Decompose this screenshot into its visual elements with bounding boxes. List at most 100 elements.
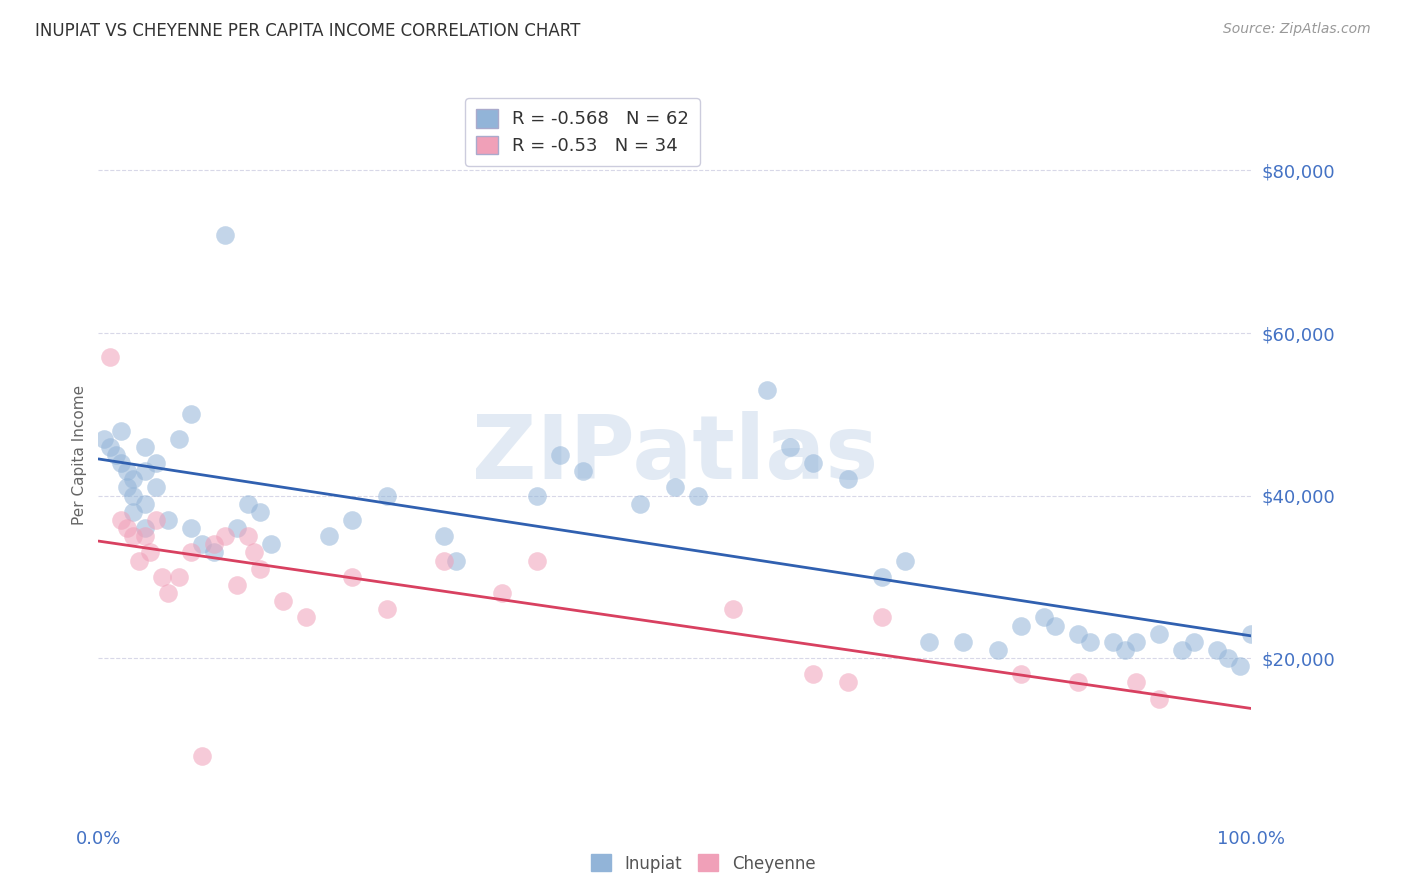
Point [134,464,156,478]
Point [214,529,236,543]
Point [526,489,548,503]
Point [1147,626,1170,640]
Text: Source: ZipAtlas.com: Source: ZipAtlas.com [1223,22,1371,37]
Point [191,537,214,551]
Point [180,407,202,421]
Point [952,635,974,649]
Point [117,521,139,535]
Point [167,570,190,584]
Point [894,553,917,567]
Point [180,545,202,559]
Point [122,489,145,503]
Point [444,553,467,567]
Point [1229,659,1251,673]
Point [340,513,363,527]
Point [145,513,167,527]
Point [167,432,190,446]
Point [1010,667,1032,681]
Point [93,432,115,446]
Point [1067,626,1090,640]
Point [139,545,162,559]
Point [628,497,651,511]
Point [1032,610,1054,624]
Point [156,586,179,600]
Point [801,456,824,470]
Point [318,529,340,543]
Point [117,464,139,478]
Point [238,497,260,511]
Point [1078,635,1101,649]
Legend: Inupiat, Cheyenne: Inupiat, Cheyenne [583,847,823,880]
Point [872,570,894,584]
Point [104,448,127,462]
Point [756,383,779,397]
Point [686,489,709,503]
Point [98,351,121,365]
Point [375,602,398,616]
Point [134,440,156,454]
Point [664,480,686,494]
Point [117,480,139,494]
Point [872,610,894,624]
Point [98,440,121,454]
Point [1240,626,1263,640]
Point [1218,651,1240,665]
Point [225,578,247,592]
Point [249,505,271,519]
Point [122,529,145,543]
Point [1205,643,1227,657]
Point [238,529,260,543]
Point [225,521,247,535]
Legend: R = -0.568   N = 62, R = -0.53   N = 34: R = -0.568 N = 62, R = -0.53 N = 34 [465,98,700,166]
Point [110,513,132,527]
Text: INUPIAT VS CHEYENNE PER CAPITA INCOME CORRELATION CHART: INUPIAT VS CHEYENNE PER CAPITA INCOME CO… [35,22,581,40]
Point [433,529,456,543]
Point [433,553,456,567]
Point [202,537,225,551]
Point [1171,643,1194,657]
Point [1125,675,1147,690]
Point [202,545,225,559]
Point [340,570,363,584]
Point [721,602,744,616]
Point [260,537,283,551]
Point [1045,618,1067,632]
Point [134,529,156,543]
Point [491,586,513,600]
Point [1102,635,1125,649]
Point [145,480,167,494]
Point [271,594,294,608]
Point [249,562,271,576]
Point [1010,618,1032,632]
Point [1125,635,1147,649]
Point [571,464,593,478]
Point [110,456,132,470]
Point [526,553,548,567]
Point [837,472,859,486]
Point [134,521,156,535]
Point [134,497,156,511]
Point [801,667,824,681]
Point [917,635,939,649]
Point [295,610,318,624]
Point [1147,691,1170,706]
Point [1114,643,1136,657]
Point [987,643,1010,657]
Point [145,456,167,470]
Point [110,424,132,438]
Point [180,521,202,535]
Point [122,472,145,486]
Point [1182,635,1205,649]
Point [375,489,398,503]
Point [548,448,571,462]
Y-axis label: Per Capita Income: Per Capita Income [72,384,87,525]
Point [191,748,214,763]
Text: ZIPatlas: ZIPatlas [472,411,877,499]
Point [837,675,859,690]
Point [150,570,173,584]
Point [243,545,266,559]
Point [122,505,145,519]
Point [779,440,801,454]
Point [214,228,236,243]
Point [128,553,150,567]
